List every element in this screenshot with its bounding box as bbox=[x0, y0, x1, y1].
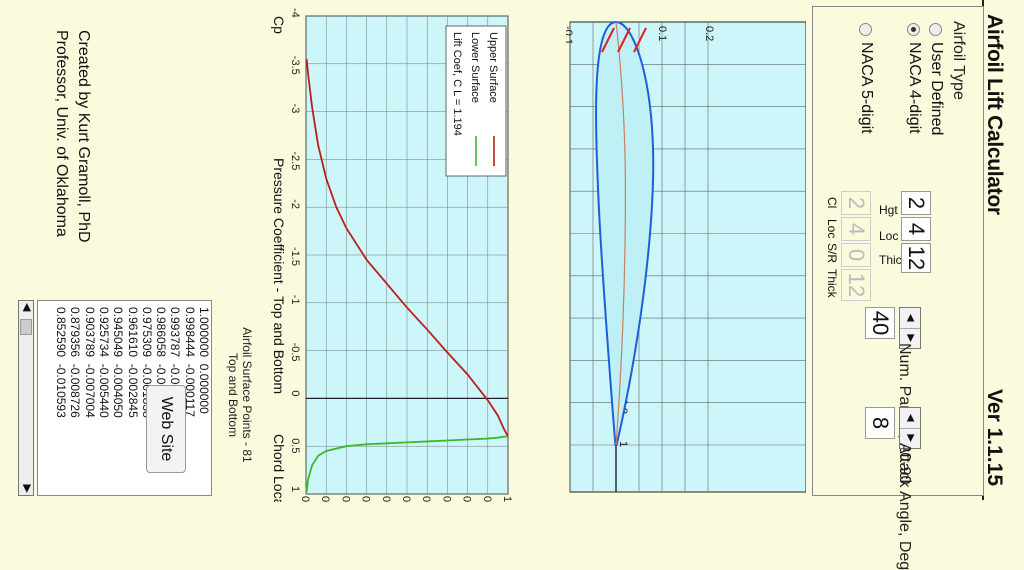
points-list-scrollbar[interactable]: ◀ ▶ bbox=[18, 300, 34, 496]
radio-user-defined[interactable]: User Defined bbox=[927, 23, 945, 135]
naca5-cl-input[interactable]: 2 bbox=[841, 191, 871, 215]
web-site-button[interactable]: Web Site bbox=[146, 385, 186, 473]
naca5-loc-input[interactable]: 4 bbox=[841, 217, 871, 241]
attack-angle-label: Attack Angle, Deg bbox=[896, 443, 913, 570]
naca5-cl-label: Cl bbox=[825, 197, 839, 209]
chart-legend: Upper Surface Lower Surface Lift Coef, C L… bbox=[445, 25, 507, 177]
list-item[interactable]: 0.903789 -0.007004 bbox=[82, 307, 97, 418]
loc-label: Loc bbox=[879, 229, 899, 243]
x-tick-label: 0.3 bbox=[360, 496, 372, 502]
credits: Created by Kurt Gramoll, PhD Professor, … bbox=[50, 30, 94, 243]
x-tick-label: 0.7 bbox=[440, 496, 452, 502]
radio-naca-5-digit[interactable]: NACA 5-digit bbox=[857, 23, 875, 134]
y-tick-label: -0.1 bbox=[566, 26, 574, 45]
legend-entry: Upper Surface bbox=[487, 32, 499, 103]
points-list-subtitle: Top and Bottom bbox=[226, 352, 240, 438]
y-tick-label: 0.5 bbox=[289, 438, 301, 453]
airfoil-type-panel: Airfoil Type User Defined NACA 4-digit N… bbox=[812, 6, 984, 570]
radio-label: User Defined bbox=[928, 42, 945, 136]
chart-title: Pressure Coefficient - Top and Bottom bbox=[271, 158, 287, 394]
x-tick-label: 0.6 bbox=[420, 496, 432, 502]
x-tick-label: 0.8 bbox=[461, 496, 473, 502]
series-line-upper bbox=[305, 58, 509, 438]
y-tick-label: -2 bbox=[289, 199, 301, 209]
naca5-thick-label: Thick bbox=[825, 269, 839, 298]
legend-entry: Lift Coef, C L = 1.194 bbox=[451, 32, 463, 136]
x-tick-label: 0 bbox=[299, 496, 311, 502]
radio-dot[interactable] bbox=[859, 23, 873, 36]
x-tick-label: 0.2 bbox=[339, 496, 351, 502]
list-item[interactable]: 0.945049 -0.004050 bbox=[111, 307, 126, 418]
credit-affiliation: Professor, Univ. of Oklahoma bbox=[53, 30, 70, 237]
y-tick-label: -1.5 bbox=[289, 247, 301, 266]
list-item[interactable]: 0.879356 -0.008726 bbox=[68, 307, 83, 418]
scroll-right-icon[interactable]: ▶ bbox=[21, 484, 33, 493]
y-axis-label: Cp bbox=[271, 16, 287, 34]
airfoil-type-heading: Airfoil Type bbox=[950, 21, 967, 100]
spin-down-icon[interactable]: ◀ bbox=[900, 308, 920, 329]
list-item[interactable]: 1.000000 0.000000 bbox=[197, 307, 211, 414]
pressure-coefficient-chart: -4 -3.5 -3 -2.5 -2 -1.5 -1 -0.5 0 0.5 1 0 0.1 0.2 0.3 0… bbox=[271, 8, 513, 502]
x-tick-label: 1 bbox=[617, 441, 629, 447]
y-tick-label: 0 bbox=[289, 390, 301, 396]
y-tick-label: 0.2 bbox=[703, 26, 715, 41]
radio-label: NACA 5-digit bbox=[858, 42, 875, 134]
legend-box bbox=[445, 25, 507, 177]
x-tick-label: 0.5 bbox=[400, 496, 412, 502]
naca5-loc-label: Loc bbox=[825, 219, 839, 239]
credit-author: Created by Kurt Gramoll, PhD bbox=[75, 30, 92, 243]
app-root: Airfoil Lift Calculator Ver 1.1.15 Airfo… bbox=[0, 0, 1024, 500]
series-line-lower bbox=[305, 435, 508, 493]
scroll-thumb[interactable] bbox=[20, 319, 32, 335]
panel-marker bbox=[601, 27, 615, 53]
app-title: Airfoil Lift Calculator bbox=[983, 14, 1006, 215]
list-item[interactable]: 0.852590 -0.010593 bbox=[54, 307, 69, 418]
y-tick-label: -3 bbox=[289, 104, 301, 114]
naca4-thick-input[interactable]: 12 bbox=[901, 243, 931, 273]
naca4-loc-input[interactable]: 4 bbox=[901, 217, 931, 241]
app-version: Ver 1.1.15 bbox=[983, 389, 1006, 486]
legend-entry: Lower Surface bbox=[469, 32, 481, 103]
y-tick-label: 0.1 bbox=[656, 26, 668, 41]
num-panels-input[interactable]: 40 bbox=[865, 307, 895, 339]
list-item[interactable]: 0.961610 -0.002845 bbox=[125, 307, 140, 418]
points-list-header: Airfoil Surface Points - 81 Top and Bott… bbox=[226, 305, 254, 485]
y-tick-label: 1 bbox=[289, 486, 301, 492]
panel-marker bbox=[633, 27, 647, 53]
x-tick-label: 1 bbox=[501, 496, 513, 502]
naca5-thick-input[interactable]: 12 bbox=[841, 269, 871, 301]
panel-marker bbox=[617, 27, 631, 53]
naca5-sr-label: S/R bbox=[825, 243, 839, 264]
attack-angle-input[interactable]: 8 bbox=[865, 407, 895, 439]
y-tick-label: -1 bbox=[289, 295, 301, 305]
points-list-title: Airfoil Surface Points - 81 bbox=[240, 327, 254, 463]
naca5-sr-input[interactable]: 0 bbox=[841, 243, 871, 267]
y-tick-label: -2.5 bbox=[289, 151, 301, 170]
list-item[interactable]: 0.925734 -0.005440 bbox=[96, 307, 111, 418]
radio-label: NACA 4-digit bbox=[906, 42, 923, 134]
y-tick-label: -0.5 bbox=[289, 343, 301, 362]
scroll-left-icon[interactable]: ◀ bbox=[21, 303, 33, 312]
radio-naca-4-digit[interactable]: NACA 4-digit bbox=[905, 23, 923, 134]
x-axis-label: Chord Location bbox=[271, 434, 287, 502]
radio-dot[interactable] bbox=[929, 23, 943, 36]
x-tick-label: 0.1 bbox=[319, 496, 331, 502]
airfoil-geometry-plot: 0.10.20.30.40.50.60.70.80.910.20.1-0.1-0… bbox=[566, 20, 806, 493]
x-tick-label: 0.9 bbox=[481, 496, 493, 502]
y-tick-label: -3.5 bbox=[289, 56, 301, 75]
radio-dot-selected[interactable] bbox=[907, 23, 921, 36]
naca4-hgt-input[interactable]: 2 bbox=[901, 191, 931, 215]
spin-down-icon[interactable]: ◀ bbox=[900, 408, 920, 429]
y-tick-label: -4 bbox=[289, 8, 301, 18]
x-tick-label: 0.4 bbox=[380, 496, 392, 502]
